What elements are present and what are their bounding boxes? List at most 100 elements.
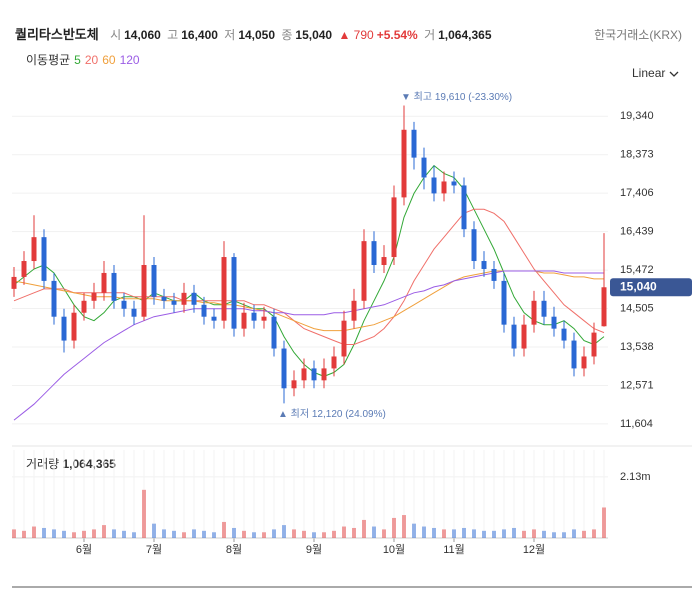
x-tick-label: 9월: [306, 543, 322, 556]
volume-bar: [562, 532, 566, 538]
quote-header: 퀄리타스반도체 시 14,060 고 16,400 저 14,050 종 15,040 …: [15, 24, 495, 43]
volume-bar: [592, 529, 596, 538]
candle-body: [191, 292, 197, 305]
volume-bar: [432, 527, 436, 538]
high-value: 16,400: [181, 28, 218, 42]
open-label: 시: [110, 28, 122, 42]
volume-bar: [362, 519, 366, 538]
volume-bar: [482, 530, 486, 538]
candle-body: [121, 300, 127, 309]
volume-bar: [142, 489, 146, 538]
volume-bar: [122, 530, 126, 538]
volume-bar: [22, 530, 26, 538]
candle-body: [571, 340, 577, 369]
volume-bar: [272, 529, 276, 538]
legend-entry: 5: [74, 53, 81, 67]
candle-body: [171, 300, 177, 305]
scale-toggle[interactable]: Linear: [632, 66, 679, 80]
chevron: [669, 71, 679, 77]
volume-bar: [32, 526, 36, 538]
volume-value: 1,064,365: [438, 28, 492, 42]
candle-body: [541, 300, 547, 317]
volume-bar: [102, 525, 106, 538]
candle-body: [341, 320, 347, 357]
y-tick-label: 13,538: [620, 341, 654, 353]
candle-body: [351, 300, 357, 321]
y-tick-label: 19,340: [620, 110, 654, 122]
candle-body: [161, 296, 167, 301]
candle-body: [551, 316, 557, 329]
volume-bar: [532, 529, 536, 538]
y2-tick-label: 2.13m: [620, 471, 651, 483]
volume-bar: [212, 532, 216, 538]
volume-bar: [302, 530, 306, 538]
y-tick-label: 16,439: [620, 226, 654, 238]
volume-bar: [572, 529, 576, 538]
volume-bar: [462, 527, 466, 538]
low-value: 14,050: [238, 28, 276, 42]
volume-bar: [12, 529, 16, 538]
volume-bar: [162, 529, 166, 538]
last-price-label: 15,040: [620, 279, 657, 293]
candle-body: [581, 356, 587, 369]
volume-bar: [232, 527, 236, 538]
y-tick-label: 14,505: [620, 302, 654, 314]
legend-entry: 20: [84, 53, 99, 67]
stock-name: 퀄리타스반도체: [15, 27, 99, 42]
y-tick-label: 17,406: [620, 187, 654, 199]
low-annotation: ▲ 최저 12,120 (24.09%): [278, 408, 386, 420]
x-tick-label: 11월: [443, 543, 465, 556]
candle-body: [601, 287, 607, 327]
candle-body: [441, 181, 447, 194]
volume-bar: [42, 527, 46, 538]
ma-label: 이동평균: [26, 53, 71, 67]
candle-body: [261, 316, 267, 321]
volume-bar: [452, 529, 456, 538]
volume-bar: [242, 530, 246, 538]
candle-body: [501, 280, 507, 325]
volume-bar: [512, 527, 516, 538]
candle-body: [281, 348, 287, 389]
candle-body: [241, 312, 247, 329]
volume-bar: [392, 517, 396, 538]
candle-body: [421, 157, 427, 178]
candle-body: [91, 292, 97, 301]
volume-bar: [52, 529, 56, 538]
y-tick-label: 11,604: [620, 418, 653, 430]
x-tick-label: 7월: [146, 543, 162, 556]
candle-body: [141, 265, 147, 317]
volume-bar: [542, 530, 546, 538]
candle-body: [41, 237, 47, 281]
exchange: 한국거래소(KRX): [594, 28, 682, 42]
candle-body: [61, 316, 67, 341]
low-label: 저: [224, 28, 236, 42]
candle-body: [311, 368, 317, 381]
volume-title: 거래량 1,064,365: [26, 455, 116, 472]
volume-title-label: 거래량: [26, 457, 60, 471]
volume-bar: [182, 532, 186, 538]
candle-body: [251, 312, 257, 321]
ma-line: [13, 270, 604, 421]
candle-body: [391, 197, 397, 258]
candle-body: [271, 316, 277, 349]
volume-bar: [152, 523, 156, 538]
volume-bar: [262, 532, 266, 538]
x-tick-label: 8월: [226, 543, 242, 556]
candle-body: [131, 308, 137, 317]
ma-line: [13, 208, 605, 345]
candle-body: [301, 368, 307, 381]
candle-body: [481, 261, 487, 269]
candle-body: [381, 257, 387, 265]
change: ▲ 790: [338, 28, 374, 42]
volume-bar: [422, 526, 426, 538]
candle-body: [411, 129, 417, 158]
volume-bar: [352, 527, 356, 538]
ma-line: [13, 164, 605, 377]
candle-body: [101, 272, 107, 293]
high-label: 고: [167, 28, 179, 42]
legend-entry: 60: [102, 53, 116, 67]
volume-bar: [282, 525, 286, 538]
volume-bar: [552, 532, 556, 538]
candle-body: [471, 229, 477, 262]
